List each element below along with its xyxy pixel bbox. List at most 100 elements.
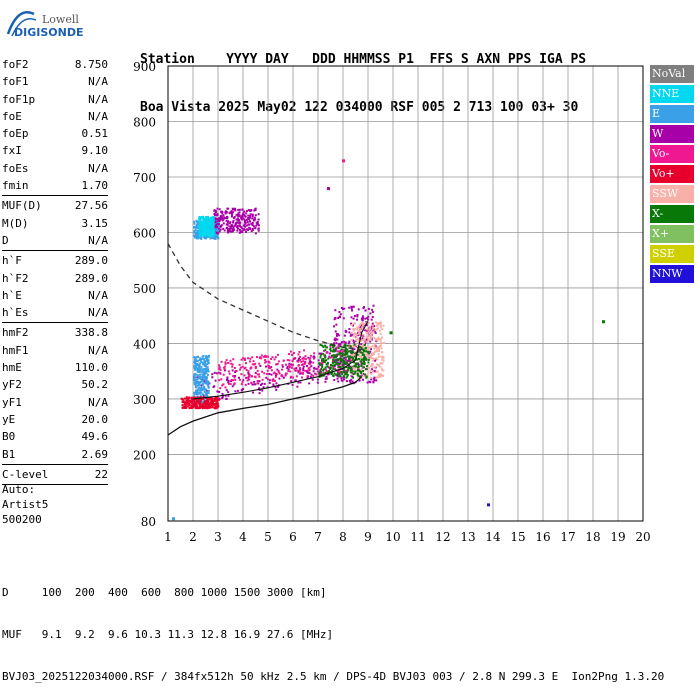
echo-point bbox=[216, 220, 219, 223]
echo-point bbox=[253, 380, 256, 383]
param-row-yf1: yF1 N/A bbox=[2, 394, 108, 411]
echo-point bbox=[215, 214, 218, 217]
echo-point bbox=[249, 228, 252, 231]
echo-point bbox=[350, 332, 353, 335]
legend-item-noval: NoVal bbox=[650, 65, 694, 83]
echo-point bbox=[312, 357, 315, 360]
echo-point bbox=[202, 361, 205, 364]
echo-point bbox=[190, 399, 193, 402]
echo-point bbox=[341, 354, 344, 357]
echo-point bbox=[207, 356, 210, 359]
echo-point bbox=[363, 344, 366, 347]
echo-point bbox=[204, 362, 207, 365]
echo-point bbox=[199, 373, 202, 376]
echo-point bbox=[225, 389, 228, 392]
echo-point bbox=[225, 211, 228, 214]
echo-point bbox=[213, 404, 216, 407]
echo-point bbox=[250, 223, 253, 226]
param-value: 2.69 bbox=[81, 447, 109, 461]
echo-point bbox=[307, 356, 310, 359]
x-tick-label: 7 bbox=[314, 530, 322, 544]
legend-item-vo: Vo- bbox=[650, 145, 694, 163]
echo-point bbox=[369, 333, 372, 336]
echo-point bbox=[340, 307, 343, 310]
echo-point bbox=[373, 344, 376, 347]
auto-software: Artist5 bbox=[2, 498, 49, 511]
echo-point bbox=[371, 359, 374, 362]
echo-point bbox=[325, 375, 328, 378]
echo-point bbox=[344, 371, 347, 374]
echo-point bbox=[361, 354, 364, 357]
echo-point bbox=[336, 361, 339, 364]
echo-point bbox=[327, 187, 330, 191]
echo-point bbox=[356, 374, 359, 377]
echo-point bbox=[357, 366, 360, 369]
echo-point bbox=[343, 334, 346, 337]
echo-point bbox=[375, 340, 378, 343]
echo-point bbox=[211, 215, 214, 218]
echo-point bbox=[332, 367, 335, 370]
echo-point bbox=[181, 400, 184, 403]
echo-point bbox=[347, 355, 350, 358]
echo-point bbox=[313, 367, 316, 370]
echo-point bbox=[227, 220, 230, 223]
echo-point bbox=[367, 315, 370, 318]
echo-point bbox=[349, 365, 352, 368]
echo-point bbox=[308, 372, 311, 375]
echo-point bbox=[199, 394, 202, 397]
echo-point bbox=[350, 367, 353, 370]
echo-point bbox=[224, 369, 227, 372]
echo-point bbox=[217, 223, 220, 226]
echo-point bbox=[307, 362, 310, 365]
echo-point bbox=[252, 219, 255, 222]
echo-point bbox=[203, 390, 206, 393]
echo-point bbox=[355, 351, 358, 354]
echo-point bbox=[382, 342, 385, 345]
echo-point bbox=[308, 366, 311, 369]
echo-point bbox=[351, 309, 354, 312]
echo-point bbox=[204, 222, 207, 225]
echo-point bbox=[209, 232, 212, 235]
echo-point bbox=[374, 338, 377, 341]
param-row-fof1p: foF1p N/A bbox=[2, 91, 108, 108]
echo-point bbox=[351, 373, 354, 376]
echo-point bbox=[217, 225, 220, 228]
echo-point bbox=[211, 227, 214, 230]
echo-point bbox=[227, 394, 230, 397]
echo-point bbox=[252, 391, 255, 394]
echo-point bbox=[382, 359, 385, 362]
echo-point bbox=[371, 327, 374, 330]
echo-point bbox=[316, 378, 319, 381]
echo-point bbox=[375, 363, 378, 366]
echo-point bbox=[381, 336, 383, 339]
echo-point bbox=[196, 374, 199, 377]
echo-point bbox=[289, 370, 292, 373]
echo-point bbox=[276, 353, 279, 356]
echo-point bbox=[224, 217, 227, 220]
echo-point bbox=[341, 359, 344, 362]
echo-point bbox=[249, 213, 252, 216]
echo-point bbox=[196, 399, 199, 402]
echo-point bbox=[349, 359, 352, 362]
x-tick-label: 4 bbox=[239, 530, 247, 544]
echo-point bbox=[239, 216, 242, 219]
echo-point bbox=[344, 373, 347, 376]
echo-point bbox=[380, 362, 383, 365]
echo-point bbox=[333, 338, 336, 341]
echo-point bbox=[204, 376, 207, 379]
param-row-hf2: h`F2 289.0 bbox=[2, 270, 108, 287]
echo-point bbox=[341, 352, 344, 355]
echo-point bbox=[319, 356, 322, 359]
echo-point bbox=[198, 402, 201, 405]
echo-point bbox=[292, 376, 295, 379]
echo-point bbox=[221, 395, 224, 398]
echo-point bbox=[356, 315, 359, 318]
echo-point bbox=[340, 341, 343, 344]
echo-point bbox=[345, 372, 348, 375]
echo-point bbox=[360, 317, 363, 320]
echo-point bbox=[362, 370, 365, 373]
echo-point bbox=[236, 218, 239, 221]
echo-point bbox=[208, 220, 211, 223]
echo-point bbox=[205, 397, 208, 400]
echo-point bbox=[367, 348, 370, 351]
